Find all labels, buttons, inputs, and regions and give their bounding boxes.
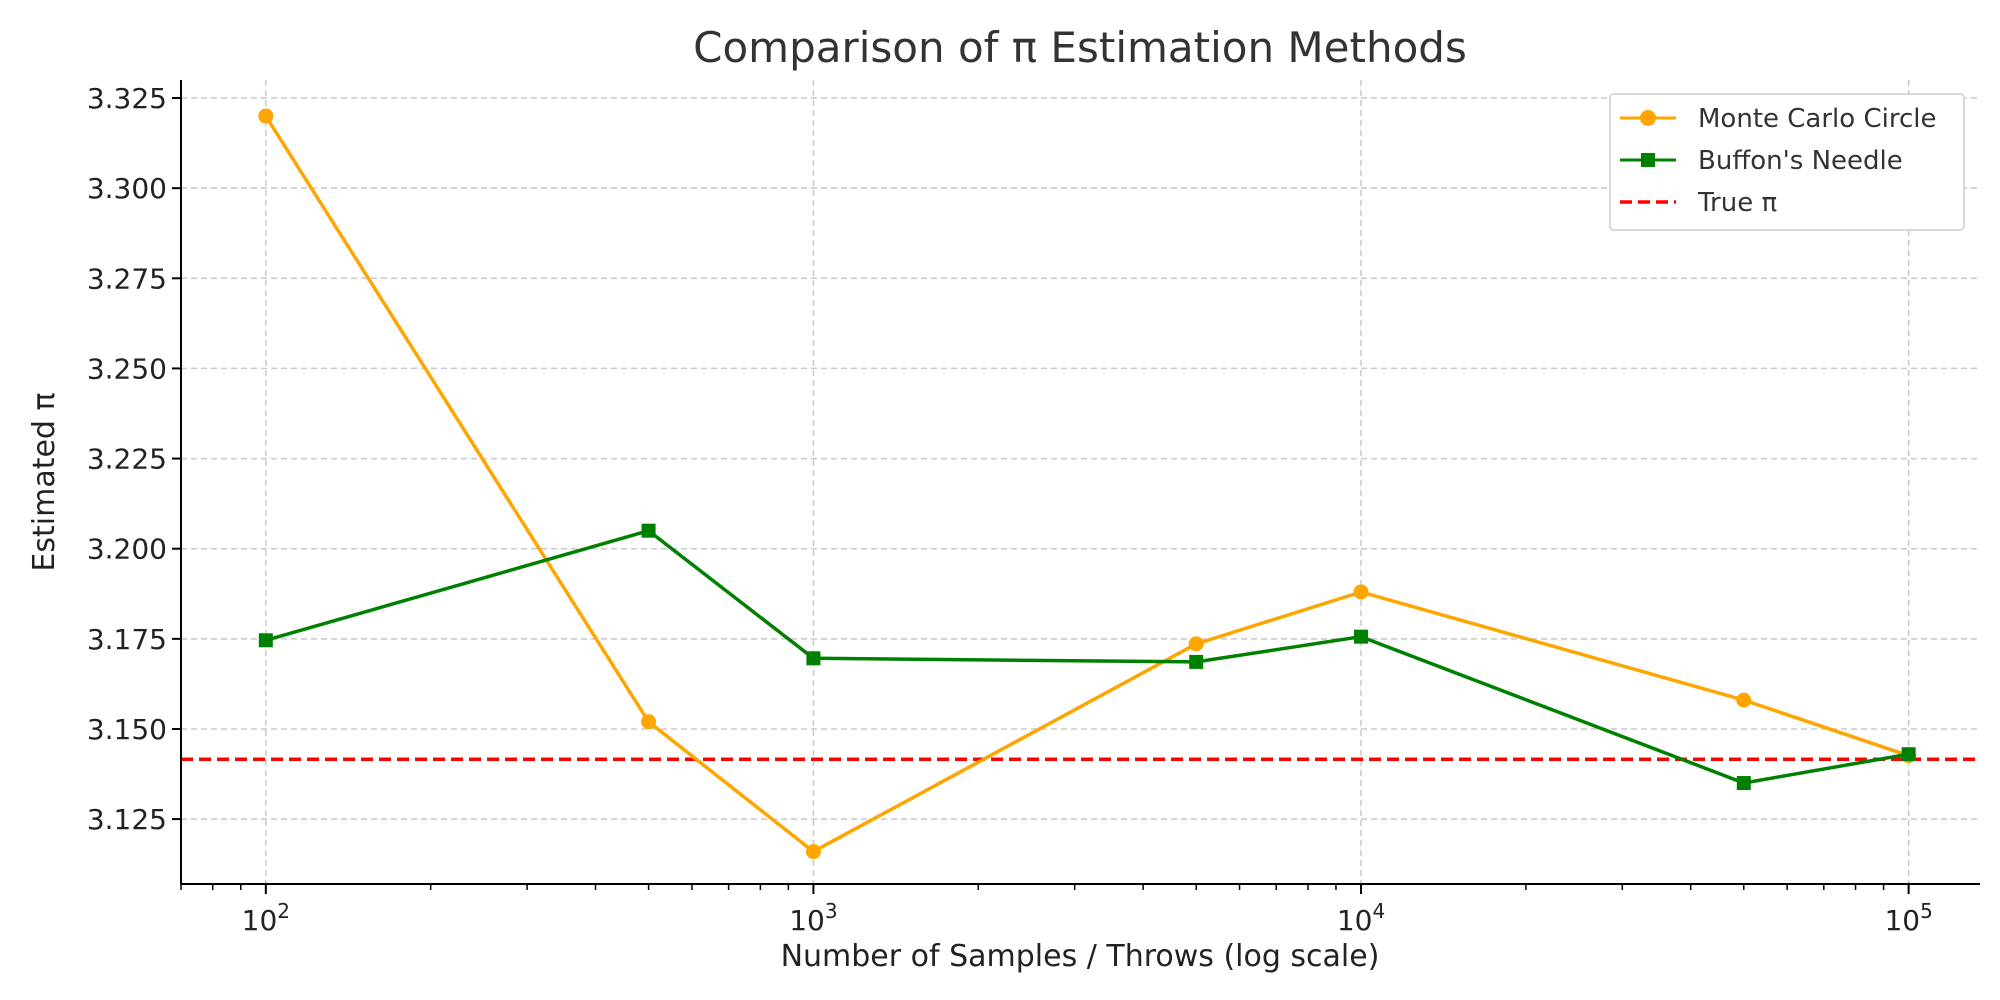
- axis-ticks: 3.125 3.150 3.175 3.200 3.225 3.250 3.275 3.300…: [87, 82, 1933, 937]
- data-point: [641, 523, 656, 538]
- y-tick-label: 3.225: [87, 443, 167, 476]
- data-point: [1736, 692, 1752, 708]
- series-1: [258, 523, 1916, 791]
- y-tick-label: 3.125: [87, 803, 167, 836]
- y-tick-label: 3.325: [87, 82, 167, 115]
- x-axis-title: Number of Samples / Throws (log scale): [781, 939, 1380, 974]
- x-tick-label: 103: [789, 899, 837, 937]
- data-point: [1353, 584, 1369, 600]
- data-point: [1901, 747, 1916, 762]
- data-point: [805, 844, 821, 860]
- data-point: [806, 651, 821, 666]
- data-point: [641, 714, 657, 730]
- data-point: [1354, 629, 1369, 644]
- y-tick-label: 3.200: [87, 533, 167, 566]
- y-tick-label: 3.175: [87, 623, 167, 656]
- legend: Monte Carlo Circle Buffon's Needle True …: [1609, 93, 1965, 231]
- data-point: [1189, 654, 1204, 669]
- legend-label-true-pi: True π: [1697, 188, 1777, 218]
- x-tick-label: 105: [1884, 899, 1932, 937]
- legend-frame: [1609, 93, 1965, 231]
- x-tick-label: 102: [242, 899, 290, 937]
- y-tick-label: 3.300: [87, 172, 167, 205]
- legend-label-buffon: Buffon's Needle: [1698, 146, 1903, 176]
- y-tick-label: 3.150: [87, 713, 167, 746]
- y-tick-label: 3.275: [87, 262, 167, 295]
- data-point: [1736, 776, 1751, 791]
- legend-marker-buffon: [1641, 153, 1655, 167]
- data-point: [258, 108, 274, 124]
- data-point: [258, 633, 273, 648]
- y-tick-label: 3.250: [87, 352, 167, 385]
- legend-label-monte-carlo: Monte Carlo Circle: [1698, 104, 1936, 134]
- x-tick-label: 104: [1337, 899, 1385, 937]
- legend-marker-monte-carlo: [1640, 110, 1656, 126]
- y-axis-title: Estimated π: [27, 392, 62, 571]
- series-line: [265, 528, 1909, 785]
- chart-title: Comparison of π Estimation Methods: [693, 23, 1467, 72]
- series-layer: [258, 108, 1917, 860]
- data-point: [1188, 636, 1204, 652]
